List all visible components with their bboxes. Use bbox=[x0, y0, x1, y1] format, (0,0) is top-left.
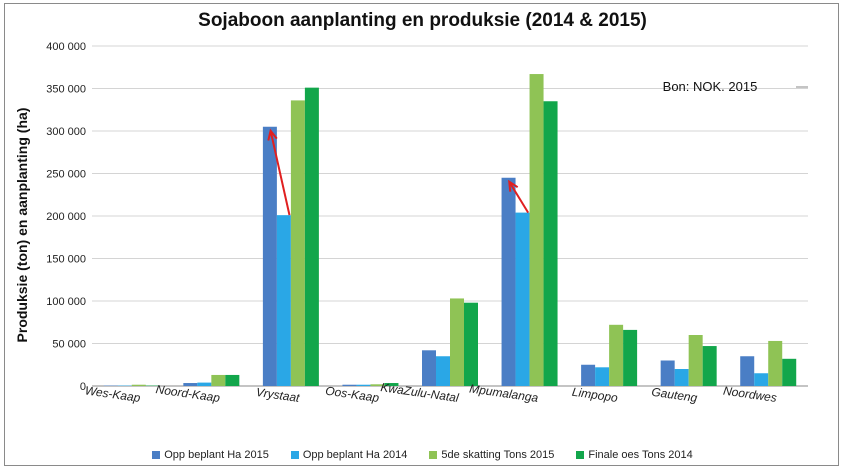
bar bbox=[782, 358, 797, 386]
bar bbox=[197, 382, 212, 386]
annotations: Bon: NOK. 2015 bbox=[267, 79, 808, 216]
bar bbox=[674, 369, 689, 386]
bar bbox=[356, 384, 371, 386]
chart-title: Sojaboon aanplanting en produksie (2014 … bbox=[198, 10, 647, 31]
bar bbox=[290, 100, 305, 387]
bar bbox=[740, 356, 755, 386]
bar bbox=[464, 302, 478, 386]
chart-frame bbox=[4, 3, 839, 466]
x-tick-label: Limpopo bbox=[571, 385, 619, 405]
legend-label: 5de skatting Tons 2015 bbox=[441, 449, 555, 461]
y-tick-label: 350 000 bbox=[46, 84, 86, 96]
legend-item: Opp beplant Ha 2014 bbox=[290, 449, 408, 461]
bar bbox=[623, 329, 638, 386]
y-tick-labels: 0 50 000 100 000 150 000 200 000 250 000 300 0… bbox=[46, 41, 86, 393]
y-tick-label: 250 000 bbox=[46, 169, 86, 181]
x-tick-label: Vrystaat bbox=[255, 385, 301, 405]
bar bbox=[581, 364, 596, 386]
legend-swatch bbox=[429, 451, 438, 459]
bar bbox=[225, 374, 240, 386]
y-tick-label: 200 000 bbox=[46, 211, 86, 223]
legend-item: Finale oes Tons 2014 bbox=[576, 449, 693, 461]
bar bbox=[660, 360, 675, 386]
annotation-arrowhead bbox=[267, 128, 278, 141]
bar bbox=[688, 335, 703, 386]
bar bbox=[702, 346, 717, 386]
bar bbox=[450, 298, 464, 386]
y-tick-label: 150 000 bbox=[46, 254, 86, 266]
bar bbox=[211, 374, 226, 386]
legend-label: Opp beplant Ha 2015 bbox=[164, 449, 269, 461]
bar bbox=[768, 340, 783, 386]
x-tick-label: Noordwes bbox=[722, 384, 777, 405]
bar bbox=[276, 215, 291, 386]
y-tick-label: 300 000 bbox=[46, 126, 86, 138]
legend-label: Opp beplant Ha 2014 bbox=[302, 449, 408, 461]
bar bbox=[754, 373, 769, 386]
annotation-arrow-line bbox=[508, 181, 530, 214]
legend-item: 5de skatting Tons 2015 bbox=[429, 449, 554, 461]
bar bbox=[342, 384, 357, 386]
legend-swatch bbox=[152, 451, 161, 459]
x-tick-label: Wes-Kaap bbox=[84, 383, 142, 405]
bar bbox=[501, 177, 516, 386]
bar bbox=[262, 126, 277, 386]
annotation-arrow-line bbox=[269, 130, 291, 216]
bar bbox=[422, 350, 436, 386]
legend-item: Opp beplant Ha 2015 bbox=[152, 449, 269, 461]
y-tick-label: 50 000 bbox=[52, 339, 86, 351]
bar bbox=[370, 384, 385, 386]
bar bbox=[543, 101, 558, 386]
source-note: Bon: NOK. 2015 bbox=[663, 79, 758, 94]
bar bbox=[304, 87, 319, 387]
bar bbox=[609, 324, 624, 386]
bar bbox=[436, 356, 450, 386]
bar bbox=[131, 384, 146, 386]
x-tick-label: Gauteng bbox=[651, 385, 699, 405]
bar bbox=[595, 367, 610, 386]
y-tick-label: 400 000 bbox=[46, 41, 86, 53]
legend-label: Finale oes Tons 2014 bbox=[588, 449, 693, 461]
legend-swatch bbox=[576, 451, 585, 459]
bar bbox=[515, 212, 530, 386]
legend-swatch bbox=[290, 451, 299, 459]
annotation-arrowhead bbox=[508, 179, 519, 192]
y-tick-label: 0 bbox=[80, 381, 86, 393]
bar-series bbox=[103, 74, 797, 387]
y-tick-label: 100 000 bbox=[46, 296, 86, 308]
bar bbox=[529, 74, 544, 387]
bar bbox=[384, 383, 399, 386]
bar bbox=[183, 383, 198, 386]
legend: Opp beplant Ha 2015 Opp beplant Ha 2014 5d… bbox=[0, 449, 845, 461]
x-tick-label: Oos-Kaap bbox=[325, 384, 381, 405]
